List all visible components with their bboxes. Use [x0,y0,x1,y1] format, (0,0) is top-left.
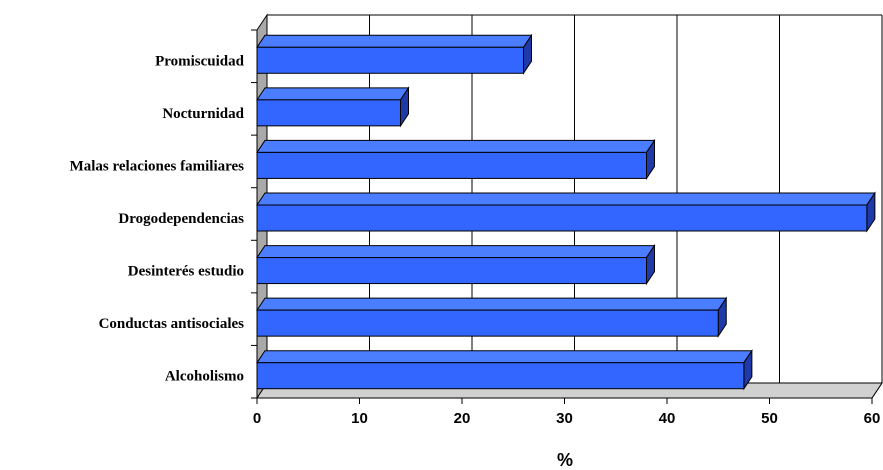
bar [256,243,656,286]
x-tick-label: 40 [659,410,676,427]
category-labels: Promiscuidad Nocturnidad Malas relaciones … [70,53,245,384]
bar-front [256,204,868,232]
x-tick-label: 10 [351,410,368,427]
x-tick-label: 0 [253,410,261,427]
bar-top [256,350,753,364]
bar-front [256,257,647,285]
bar-front [256,309,719,337]
category-label: Conductas antisociales [99,316,245,332]
category-label: Drogodependencias [118,211,244,227]
bar [256,33,533,75]
x-tick-labels: 0 10 20 30 40 50 60 [253,410,881,427]
x-tick-label: 60 [864,410,881,427]
bar-top [256,245,656,259]
category-label: Nocturnidad [162,106,244,122]
category-label: Alcoholismo [165,369,244,385]
bar-top [256,87,410,101]
x-tick-label: 50 [761,410,778,427]
bar-front [256,99,401,127]
bar-front [256,362,745,390]
bar [256,349,753,391]
bar [256,296,728,338]
bar [256,86,410,128]
x-axis-title: % [557,450,573,470]
bar-top [256,297,728,311]
x-tick-label: 30 [556,410,573,427]
bars [256,33,876,391]
category-label: Promiscuidad [155,53,245,69]
x-tick-label: 20 [454,410,471,427]
bar-front [256,46,524,74]
bar [256,191,876,233]
bar-front [256,151,647,179]
bar-top [256,34,533,48]
bar [256,138,656,181]
category-label: Desinterés estudio [128,264,244,280]
bar-top [256,139,656,153]
bar-top [256,192,876,206]
category-label: Malas relaciones familiares [70,158,245,174]
